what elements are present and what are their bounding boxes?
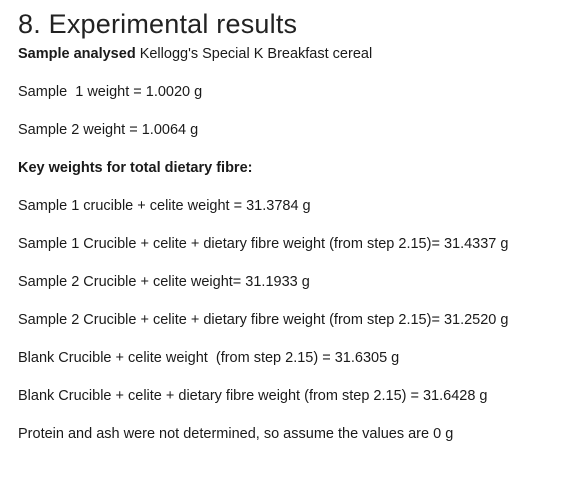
document-body: 8. Experimental results Sample analysed … [18, 6, 574, 462]
sample-analysed-line: Sample analysed Kellogg's Special K Brea… [18, 44, 574, 64]
sample-1-crucible-celite-fibre-weight: Sample 1 Crucible + celite + dietary fib… [18, 236, 509, 252]
protein-ash-note: Protein and ash were not determined, so … [18, 426, 454, 442]
blank-crucible-celite-fibre-weight: Blank Crucible + celite + dietary fibre … [18, 388, 488, 404]
sample-1-weight: Sample 1 weight = 1.0020 g [18, 84, 203, 100]
blank-crucible-celite-weight: Blank Crucible + celite weight (from ste… [18, 350, 400, 366]
sample-analysed-value: Kellogg's Special K Breakfast cereal [135, 46, 373, 62]
sample-2-weight: Sample 2 weight = 1.0064 g [18, 122, 199, 138]
sample-analysed-label: Sample analysed [18, 46, 136, 62]
sample-2-crucible-celite-weight: Sample 2 Crucible + celite weight= 31.19… [18, 274, 310, 290]
sample-2-crucible-celite-fibre-weight: Sample 2 Crucible + celite + dietary fib… [18, 312, 509, 328]
sample-1-crucible-celite-weight: Sample 1 crucible + celite weight = 31.3… [18, 198, 311, 214]
section-heading: 8. Experimental results [18, 9, 298, 39]
key-weights-heading: Key weights for total dietary fibre: [18, 160, 253, 176]
